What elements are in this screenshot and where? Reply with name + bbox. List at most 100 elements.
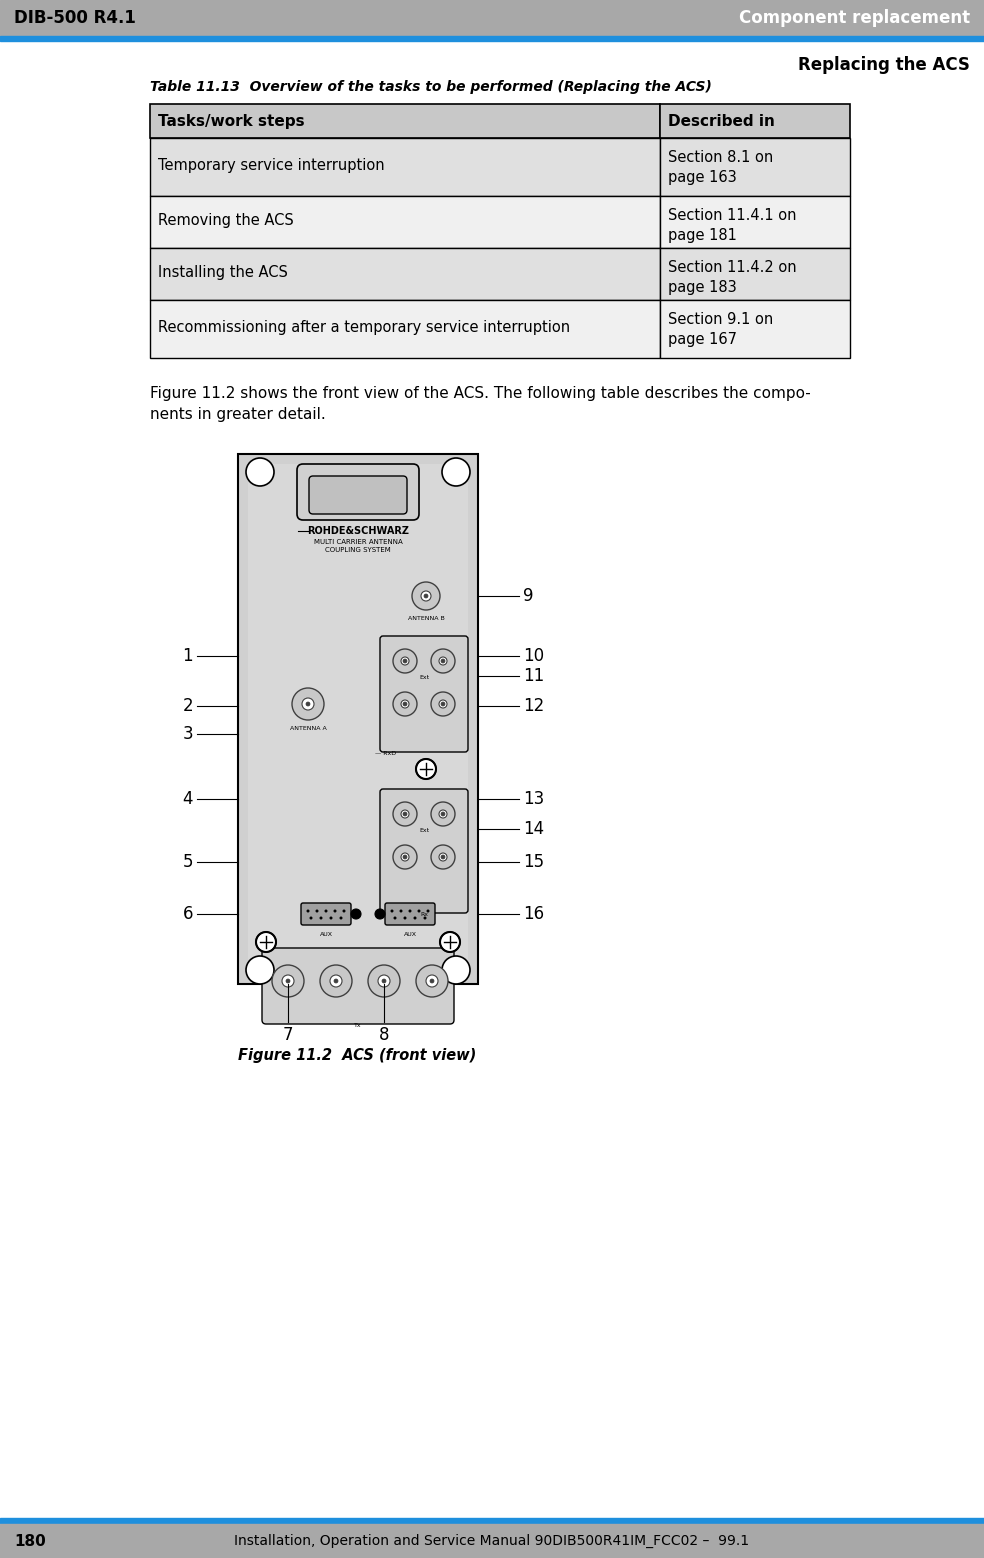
Circle shape [316,910,319,913]
Text: 5: 5 [182,852,193,871]
Circle shape [393,844,417,869]
Text: 7: 7 [282,1027,293,1044]
Circle shape [325,910,328,913]
Text: Section 11.4.2 on
page 183: Section 11.4.2 on page 183 [668,260,797,294]
Text: 13: 13 [523,790,544,809]
Circle shape [417,910,420,913]
Text: Figure 11.2  ACS (front view): Figure 11.2 ACS (front view) [238,1049,476,1063]
Text: Tx: Tx [354,1024,362,1028]
Circle shape [416,759,436,779]
FancyBboxPatch shape [297,464,419,520]
Circle shape [334,978,338,983]
Text: Replacing the ACS: Replacing the ACS [798,56,970,73]
Circle shape [310,916,313,919]
Text: 14: 14 [523,820,544,838]
FancyBboxPatch shape [380,636,468,753]
Text: Rx: Rx [420,911,428,918]
Circle shape [439,657,447,665]
Text: Ext: Ext [419,675,429,679]
Text: Recommissioning after a temporary service interruption: Recommissioning after a temporary servic… [158,319,570,335]
Circle shape [430,978,434,983]
Circle shape [320,916,323,919]
Text: Table 11.13  Overview of the tasks to be performed (Replacing the ACS): Table 11.13 Overview of the tasks to be … [150,79,711,93]
Bar [660,104,850,139]
Bar [660,196,850,248]
Bar [660,301,850,358]
Text: 6: 6 [182,905,193,922]
Text: AUX: AUX [403,932,416,936]
Text: 1: 1 [182,647,193,665]
Circle shape [431,650,455,673]
Text: 4: 4 [182,790,193,809]
Circle shape [334,910,337,913]
Text: 11: 11 [523,667,544,686]
Text: 2: 2 [182,696,193,715]
Circle shape [256,932,276,952]
Bar [238,453,478,985]
Text: — RxD: — RxD [375,751,397,756]
FancyBboxPatch shape [380,788,468,913]
Bar [0,1517,984,1524]
Circle shape [426,910,429,913]
Text: Section 8.1 on
page 163: Section 8.1 on page 163 [668,150,773,185]
Circle shape [302,698,314,710]
Text: 15: 15 [523,852,544,871]
Text: ANTENNA B: ANTENNA B [407,615,445,622]
Circle shape [439,852,447,862]
Text: Tasks/work steps: Tasks/work steps [158,114,305,128]
Circle shape [375,908,385,919]
Text: Component replacement: Component replacement [739,9,970,26]
Text: 3: 3 [182,724,193,743]
Circle shape [330,916,333,919]
Bar [248,464,468,974]
Circle shape [292,689,324,720]
Circle shape [413,916,416,919]
FancyBboxPatch shape [309,477,407,514]
Circle shape [403,703,407,706]
Circle shape [342,910,345,913]
Text: 180: 180 [14,1533,45,1549]
Bar [660,139,850,196]
Circle shape [441,855,445,858]
Circle shape [286,978,290,983]
Circle shape [378,975,390,988]
Text: Installing the ACS: Installing the ACS [158,265,288,279]
Bar [0,0,984,36]
Circle shape [393,650,417,673]
Bar [150,248,660,301]
Circle shape [403,916,406,919]
Circle shape [442,458,470,486]
Circle shape [431,802,455,826]
Text: ANTENNA A: ANTENNA A [289,726,327,731]
Bar [0,36,984,41]
Circle shape [306,910,310,913]
Bar [660,248,850,301]
Text: Ext: Ext [419,827,429,834]
Bar [150,196,660,248]
Circle shape [401,700,409,707]
Circle shape [320,964,352,997]
Circle shape [282,975,294,988]
Text: Described in: Described in [668,114,774,128]
Circle shape [401,852,409,862]
Circle shape [394,916,397,919]
Circle shape [382,978,386,983]
Circle shape [431,692,455,717]
Text: Installation, Operation and Service Manual 90DIB500R41IM_FCC02 –  99.1: Installation, Operation and Service Manu… [234,1535,750,1549]
Circle shape [246,458,274,486]
Circle shape [441,659,445,664]
Circle shape [401,657,409,665]
Circle shape [403,812,407,816]
Bar [0,1524,984,1558]
Circle shape [442,957,470,985]
Text: Section 11.4.1 on
page 181: Section 11.4.1 on page 181 [668,209,796,243]
Text: ROHDE&SCHWARZ: ROHDE&SCHWARZ [307,527,409,536]
Circle shape [400,910,402,913]
Text: 9: 9 [523,587,533,605]
Circle shape [393,802,417,826]
Circle shape [408,910,411,913]
Bar [150,301,660,358]
Circle shape [246,957,274,985]
Circle shape [412,583,440,611]
Bar [150,139,660,196]
